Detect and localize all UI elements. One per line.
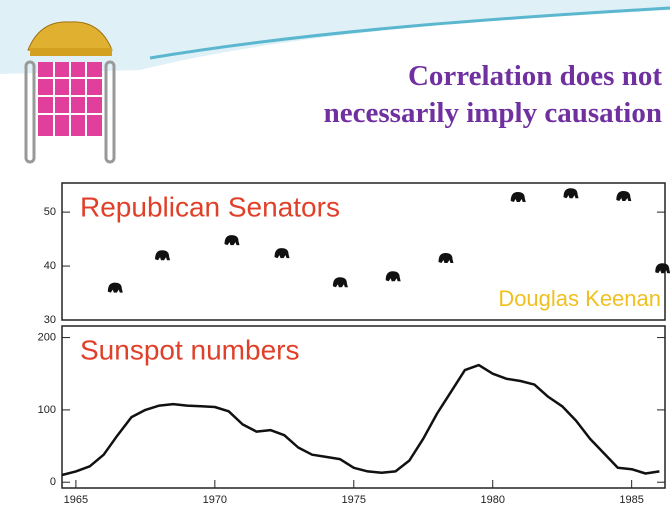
y-tick-label: 40 <box>44 260 56 272</box>
elephant-marker <box>510 192 526 203</box>
x-tick-label: 1975 <box>342 494 366 506</box>
elephant-marker <box>655 263 670 274</box>
panel-title: Republican Senators <box>80 191 340 222</box>
slide-title: Correlation does not necessarily imply c… <box>324 58 662 132</box>
logo <box>24 21 116 164</box>
y-tick-label: 100 <box>38 404 56 416</box>
x-tick-label: 1985 <box>619 494 643 506</box>
y-tick-label: 0 <box>50 476 56 488</box>
elephant-marker <box>385 271 401 282</box>
x-tick-label: 1980 <box>480 494 504 506</box>
elephant-marker <box>155 250 171 261</box>
y-tick-label: 200 <box>38 331 56 343</box>
y-tick-label: 50 <box>44 206 56 218</box>
header-line <box>149 6 670 60</box>
elephant-marker <box>332 277 348 288</box>
elephant-marker <box>107 282 123 293</box>
plot-frame <box>61 182 666 321</box>
panel-title: Sunspot numbers <box>80 334 299 365</box>
data-line <box>61 363 660 477</box>
elephant-marker <box>563 188 579 199</box>
elephant-marker <box>616 190 632 201</box>
x-tick-label: 1965 <box>64 494 88 506</box>
elephant-marker <box>274 248 290 259</box>
elephant-marker <box>438 252 454 263</box>
y-tick-label: 30 <box>44 314 56 326</box>
title-line: Correlation does not <box>407 60 662 92</box>
plot-frame <box>61 325 666 489</box>
annotation: Douglas Keenan <box>498 286 661 311</box>
x-tick-label: 1970 <box>203 494 227 506</box>
elephant-marker <box>224 235 240 246</box>
title-line: necessarily imply causation <box>323 97 662 129</box>
